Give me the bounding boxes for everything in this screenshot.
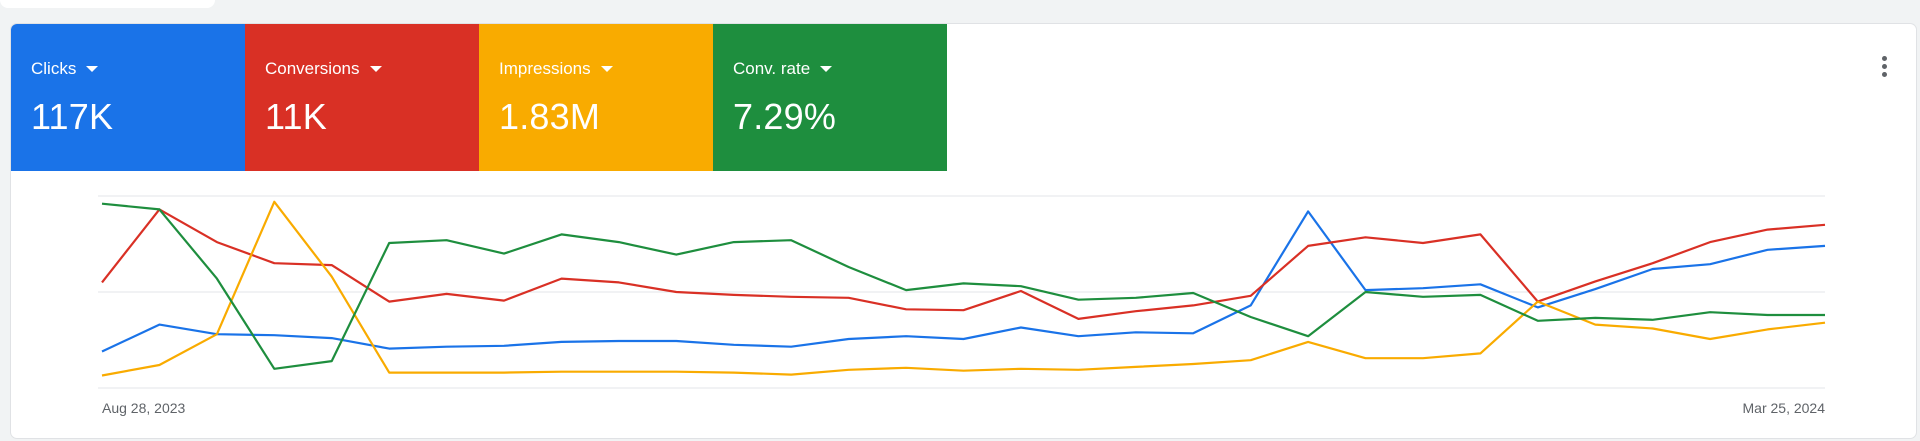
metric-impressions[interactable]: Impressions 1.83M: [479, 24, 713, 171]
metric-conversions-label: Conversions: [265, 59, 360, 78]
caret-down-icon[interactable]: [369, 66, 382, 72]
metric-conv-rate-value: 7.29%: [733, 96, 837, 137]
metric-conv-rate-header: Conv. rate: [733, 58, 947, 80]
metric-conv-rate[interactable]: Conv. rate 7.29%: [713, 24, 947, 171]
caret-down-icon[interactable]: [820, 66, 833, 72]
series-line-3: [101, 200, 1826, 377]
metric-conversions-header: Conversions: [265, 58, 479, 80]
metric-impressions-value: 1.83M: [499, 96, 601, 137]
chart-grid: [98, 195, 1825, 389]
series-line-4: [101, 202, 1825, 370]
chart-series: [101, 200, 1826, 377]
metric-selector: Clicks 117K Conversions 11K Impressions …: [11, 24, 947, 171]
line-chart: Aug 28, 2023 Mar 25, 2024: [98, 195, 1826, 416]
metric-conversions[interactable]: Conversions 11K: [245, 24, 479, 171]
top-tab: [0, 0, 215, 8]
series-line-1: [101, 210, 1826, 353]
caret-down-icon[interactable]: [86, 66, 99, 72]
more-vert-icon[interactable]: [1872, 54, 1896, 78]
metric-conv-rate-label: Conv. rate: [733, 59, 811, 78]
caret-down-icon[interactable]: [600, 66, 613, 72]
performance-card: Clicks 117K Conversions 11K Impressions …: [11, 24, 1916, 438]
x-tick-end: Mar 25, 2024: [1743, 400, 1826, 416]
metric-clicks[interactable]: Clicks 117K: [11, 24, 245, 171]
metric-conversions-value: 11K: [265, 96, 327, 137]
metric-clicks-header: Clicks: [31, 58, 245, 80]
x-tick-start: Aug 28, 2023: [102, 400, 186, 416]
metric-impressions-label: Impressions: [499, 59, 591, 78]
metric-clicks-label: Clicks: [31, 59, 77, 78]
metric-impressions-header: Impressions: [499, 58, 713, 80]
metric-clicks-value: 117K: [31, 96, 114, 137]
